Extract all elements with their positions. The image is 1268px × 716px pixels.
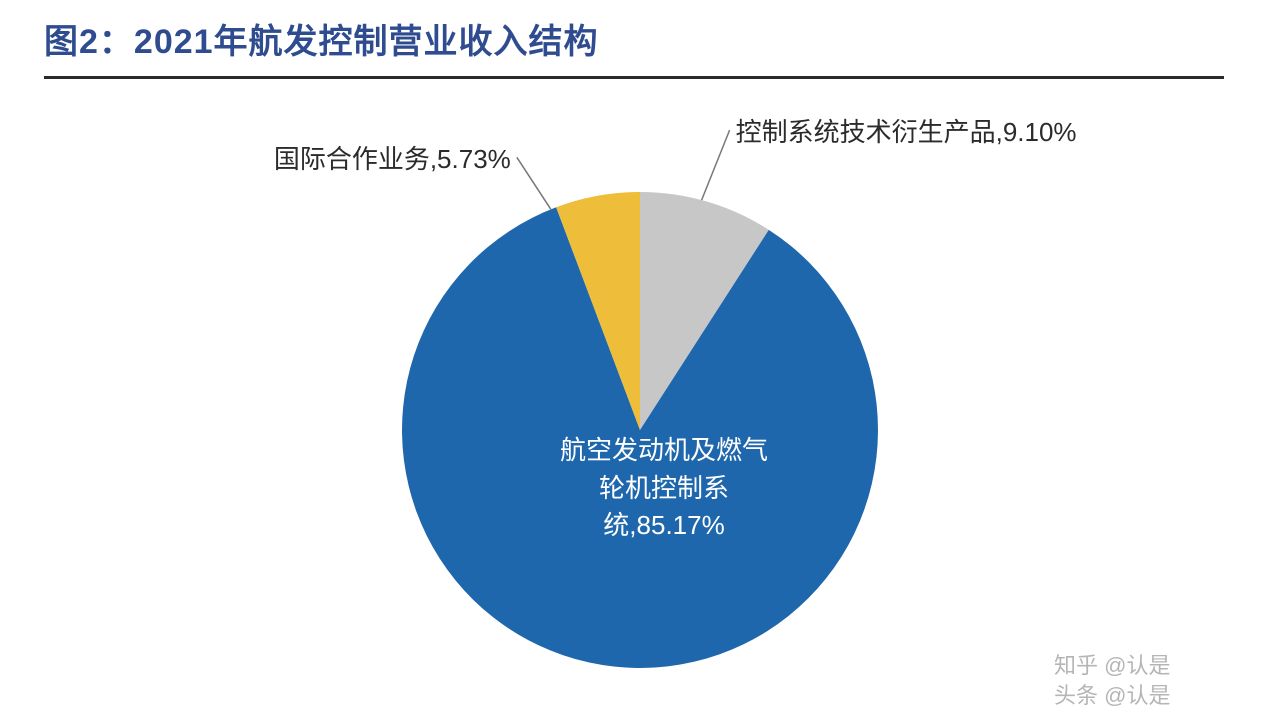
chart-title-prefix: 图2：: [44, 23, 134, 61]
pie-chart: [0, 100, 1268, 716]
pie-svg: [402, 192, 878, 668]
pie-holder: [402, 192, 878, 668]
pie-slice-label-external: 控制系统技术衍生产品,9.10%: [736, 112, 1077, 149]
pie-slice-label-external: 国际合作业务,5.73%: [274, 139, 511, 176]
chart-title-block: 图2：2021年航发控制营业收入结构: [44, 14, 1224, 63]
title-underline: [44, 76, 1224, 79]
pie-slice-label-inside: 航空发动机及燃气 轮机控制系 统,85.17%: [524, 432, 804, 545]
chart-title-text: 2021年航发控制营业收入结构: [134, 23, 599, 61]
